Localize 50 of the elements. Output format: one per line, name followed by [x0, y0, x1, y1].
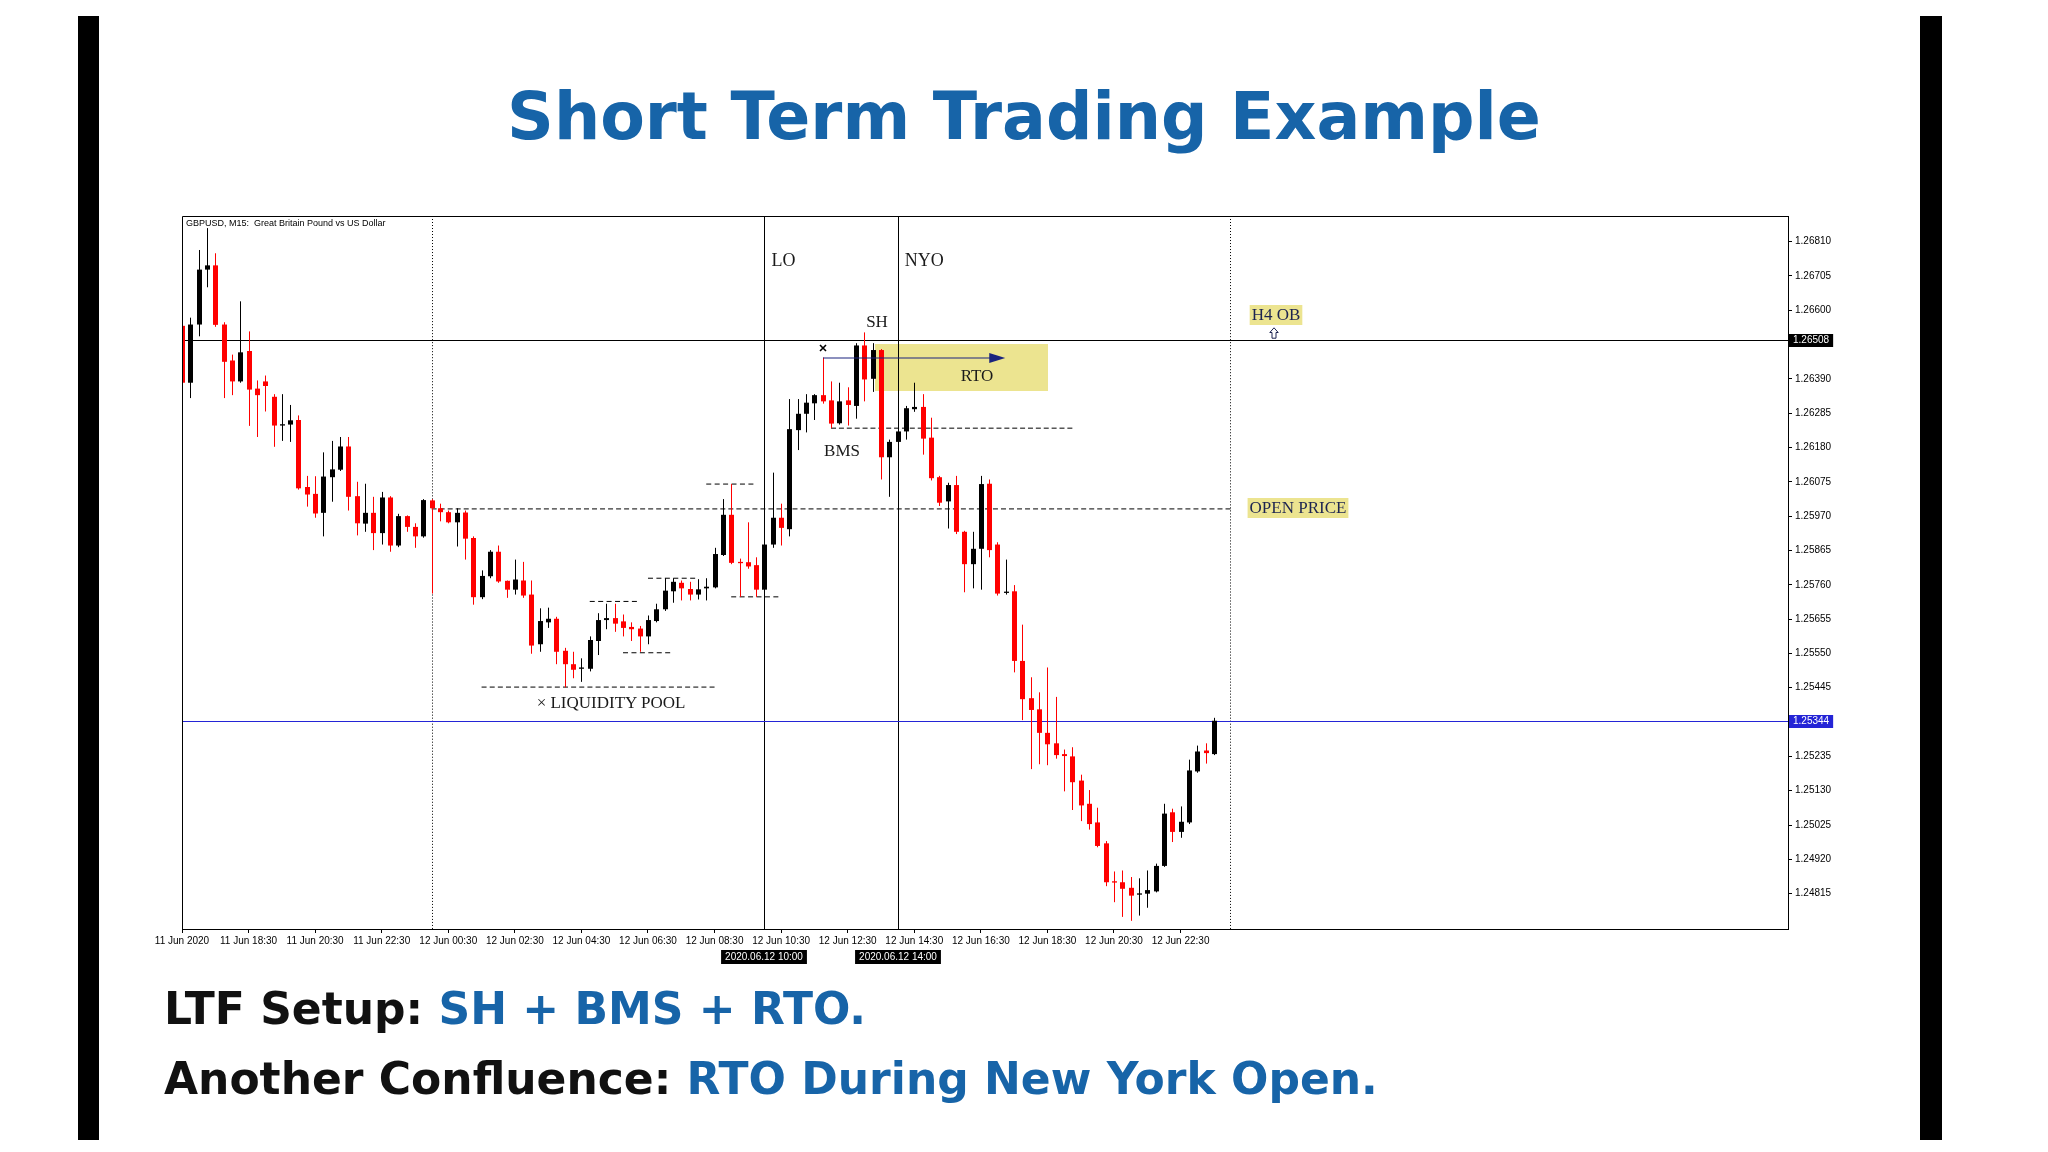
ref-line-label: 1.25344	[1793, 715, 1830, 727]
annotation: OPEN PRICE	[1249, 498, 1347, 518]
x-tick-label: 12 Jun 18:30	[1018, 934, 1077, 946]
text: 2020.06.12 10:00	[725, 951, 804, 963]
annotation: H4 OB	[1251, 305, 1301, 325]
y-tick-label: 1.26075	[1795, 475, 1832, 487]
y-tick-label: 1.25550	[1795, 647, 1832, 659]
y-tick-label: 1.26285	[1795, 406, 1832, 418]
x-tick-label: 12 Jun 00:30	[419, 934, 478, 946]
y-tick-label: 1.25760	[1795, 578, 1832, 590]
y-tick-label: 1.24920	[1795, 853, 1832, 865]
x-tick-label: 11 Jun 22:30	[353, 934, 411, 946]
y-tick-label: 1.25970	[1795, 509, 1832, 521]
y-tick-label: 1.25865	[1795, 544, 1832, 556]
x-tick-label: 12 Jun 16:30	[951, 934, 1011, 946]
x-tick-label: 12 Jun 22:30	[1151, 934, 1210, 946]
annotation: RTO	[960, 366, 994, 386]
x-tick-label: 12 Jun 04:30	[552, 934, 611, 946]
y-tick-label: 1.25025	[1795, 818, 1832, 830]
x-tick-label: 11 Jun 20:30	[286, 934, 345, 946]
y-tick-label: 1.25445	[1795, 681, 1832, 693]
annotation: BMS	[824, 441, 860, 461]
x-tick-label: 12 Jun 10:30	[752, 934, 811, 946]
x-tick-label: 11 Jun 18:30	[220, 934, 278, 946]
annotation: SH	[866, 312, 888, 332]
chart-subtitle: GBPUSD, M15: Great Britain Pound vs US Dollar	[186, 218, 386, 229]
x-tick-label: 12 Jun 14:30	[885, 934, 944, 946]
y-tick-label: 1.24815	[1795, 887, 1832, 899]
ref-line-label: NYO	[904, 249, 944, 270]
chart-title: Short Term Trading Example	[506, 78, 1542, 156]
x-tick-label: 12 Jun 06:30	[619, 934, 678, 946]
annotation: × LIQUIDITY POOL	[536, 693, 686, 713]
x-tick-label: 12 Jun 12:30	[818, 934, 878, 946]
x-tick-label: 12 Jun 20:30	[1085, 934, 1144, 946]
y-tick-label: 1.25655	[1795, 612, 1832, 624]
y-tick-label: 1.25235	[1795, 750, 1832, 762]
ref-line-label: 1.26508	[1793, 334, 1830, 346]
y-tick-label: 1.26705	[1795, 269, 1832, 281]
x-tick-label: 12 Jun 02:30	[485, 934, 545, 946]
x-tick-label: 12 Jun 08:30	[685, 934, 744, 946]
text: LTF Setup: SH + BMS + RTO.	[164, 983, 867, 1034]
text: Another Confluence: RTO During New York Open.	[164, 1053, 1378, 1104]
x-tick-label: 11 Jun 2020	[154, 934, 210, 946]
y-tick-label: 1.25130	[1795, 784, 1832, 796]
y-tick-label: 1.26390	[1795, 372, 1832, 384]
text: 2020.06.12 14:00	[859, 951, 938, 963]
y-tick-label: 1.26180	[1795, 441, 1832, 453]
y-tick-label: 1.26810	[1795, 235, 1832, 247]
y-tick-label: 1.26600	[1795, 303, 1832, 315]
ref-line-label: LO	[771, 249, 796, 270]
